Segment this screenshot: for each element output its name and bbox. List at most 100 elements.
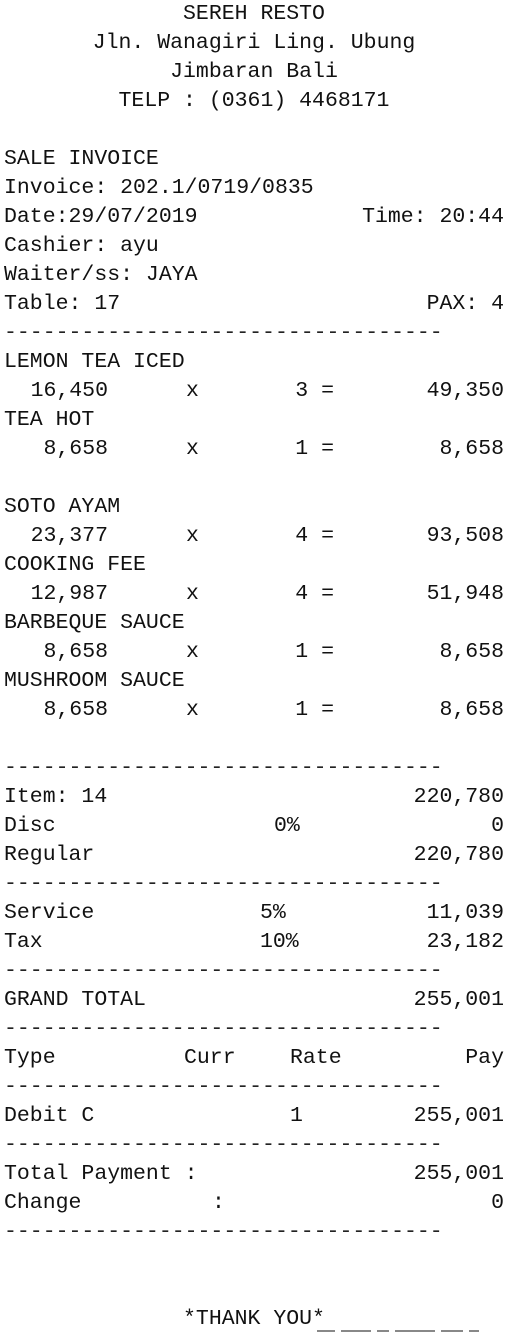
discount-row: Disc 0% 0	[4, 812, 504, 841]
item-count-row: Item: 14 220,780	[4, 783, 504, 812]
list-item: TEA HOT 8,658 x 1 = 8,658	[4, 406, 504, 464]
item-name: MUSHROOM SAUCE	[4, 669, 185, 693]
invoice-number: Invoice: 202.1/0719/0835	[4, 176, 314, 200]
list-item: MUSHROOM SAUCE 8,658 x 1 = 8,658	[4, 667, 504, 725]
item-x: x	[186, 640, 199, 664]
pax-count: PAX: 4	[426, 292, 504, 316]
item-calc-row: 12,987 x 4 = 51,948	[4, 580, 504, 609]
payment-col-type: Type	[4, 1046, 56, 1070]
invoice-time: Time: 20:44	[362, 205, 504, 229]
item-x: x	[186, 698, 199, 722]
item-calc-row: 16,450 x 3 = 49,350	[4, 377, 504, 406]
table-number: Table: 17	[4, 292, 121, 316]
store-phone: TELP : (0361) 4468171	[118, 89, 390, 113]
item-total: 49,350	[426, 379, 504, 403]
separator: ----------------------------------	[4, 756, 443, 780]
item-count-value: 220,780	[413, 785, 504, 809]
item-qty: 1 =	[295, 640, 334, 664]
tax-value: 23,182	[426, 930, 504, 954]
item-list: LEMON TEA ICED 16,450 x 3 = 49,350 TEA H…	[4, 348, 504, 725]
payment-col-pay: Pay	[465, 1046, 504, 1070]
payment-rate: 1	[290, 1104, 303, 1128]
list-item: COOKING FEE 12,987 x 4 = 51,948	[4, 551, 504, 609]
regular-row: Regular 220,780	[4, 841, 504, 870]
item-qty: 4 =	[295, 582, 334, 606]
separator: ----------------------------------	[4, 1133, 443, 1157]
item-price: 23,377	[30, 524, 108, 548]
item-name: BARBEQUE SAUCE	[4, 611, 185, 635]
discount-percent: 0%	[274, 814, 300, 838]
item-qty: 1 =	[295, 437, 334, 461]
grand-total-value: 255,001	[413, 988, 504, 1012]
item-total: 93,508	[426, 524, 504, 548]
payment-header-row: Type Curr Rate Pay	[4, 1044, 504, 1073]
total-payment-label: Total Payment :	[4, 1162, 198, 1186]
grand-total-label: GRAND TOTAL	[4, 988, 146, 1012]
item-name: SOTO AYAM	[4, 495, 121, 519]
footer-print-mark	[317, 1330, 497, 1336]
item-qty: 4 =	[295, 524, 334, 548]
spacer	[4, 1247, 504, 1276]
item-price: 12,987	[30, 582, 108, 606]
item-calc-row: 23,377 x 4 = 93,508	[4, 522, 504, 551]
separator: ----------------------------------	[4, 1220, 443, 1244]
regular-label: Regular	[4, 843, 95, 867]
grand-total-row: GRAND TOTAL 255,001	[4, 986, 504, 1015]
tax-percent: 10%	[260, 930, 299, 954]
item-price: 8,658	[43, 437, 108, 461]
cashier: Cashier: ayu	[4, 234, 159, 258]
discount-label: Disc	[4, 814, 56, 838]
change-row: Change : 0	[4, 1189, 504, 1218]
regular-value: 220,780	[413, 843, 504, 867]
item-x: x	[186, 437, 199, 461]
item-calc-row: 8,658 x 1 = 8,658	[4, 696, 504, 725]
list-item: BARBEQUE SAUCE 8,658 x 1 = 8,658	[4, 609, 504, 667]
payment-row: Debit C 1 255,001	[4, 1102, 504, 1131]
item-total: 8,658	[439, 698, 504, 722]
store-name: SEREH RESTO	[183, 2, 325, 26]
list-item: SOTO AYAM 23,377 x 4 = 93,508	[4, 493, 504, 551]
separator: ----------------------------------	[4, 321, 443, 345]
item-qty: 1 =	[295, 698, 334, 722]
total-payment-value: 255,001	[413, 1162, 504, 1186]
total-payment-row: Total Payment : 255,001	[4, 1160, 504, 1189]
separator: ----------------------------------	[4, 1017, 443, 1041]
item-name: LEMON TEA ICED	[4, 350, 185, 374]
table-pax-row: Table: 17 PAX: 4	[4, 290, 504, 319]
tax-row: Tax 10% 23,182	[4, 928, 504, 957]
item-count-label: Item: 14	[4, 785, 108, 809]
list-item: LEMON TEA ICED 16,450 x 3 = 49,350	[4, 348, 504, 406]
payment-type: Debit C	[4, 1104, 95, 1128]
service-row: Service 5% 11,039	[4, 899, 504, 928]
item-total: 8,658	[439, 640, 504, 664]
item-x: x	[186, 582, 199, 606]
change-colon: :	[212, 1191, 225, 1215]
item-name: TEA HOT	[4, 408, 95, 432]
discount-value: 0	[491, 814, 504, 838]
item-name: COOKING FEE	[4, 553, 146, 577]
invoice-title: SALE INVOICE	[4, 147, 159, 171]
item-total: 8,658	[439, 437, 504, 461]
store-address-line2: Jimbaran Bali	[170, 60, 338, 84]
service-value: 11,039	[426, 901, 504, 925]
item-price: 8,658	[43, 640, 108, 664]
item-total: 51,948	[426, 582, 504, 606]
thank-you-message: *THANK YOU*	[183, 1307, 325, 1331]
item-price: 16,450	[30, 379, 108, 403]
separator: ----------------------------------	[4, 959, 443, 983]
item-x: x	[186, 379, 199, 403]
change-label: Change	[4, 1191, 82, 1215]
separator: ----------------------------------	[4, 872, 443, 896]
item-calc-row: 8,658 x 1 = 8,658	[4, 435, 504, 464]
payment-col-curr: Curr	[184, 1046, 236, 1070]
payment-amount: 255,001	[413, 1104, 504, 1128]
receipt: SEREH RESTO Jln. Wanagiri Ling. Ubung Ji…	[4, 0, 504, 1334]
change-value: 0	[491, 1191, 504, 1215]
payment-col-rate: Rate	[290, 1046, 342, 1070]
item-calc-row: 8,658 x 1 = 8,658	[4, 638, 504, 667]
waiter: Waiter/ss: JAYA	[4, 263, 198, 287]
spacer	[4, 1276, 504, 1305]
store-address-line1: Jln. Wanagiri Ling. Ubung	[92, 31, 416, 55]
service-percent: 5%	[260, 901, 286, 925]
tax-label: Tax	[4, 930, 43, 954]
